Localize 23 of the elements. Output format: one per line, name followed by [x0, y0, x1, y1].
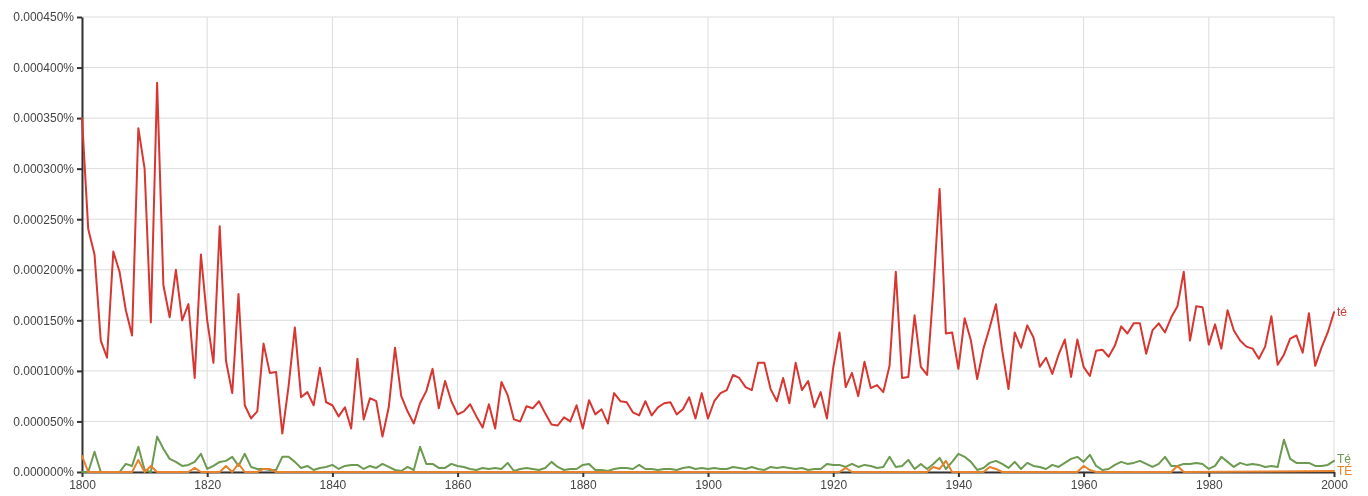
x-tick-label: 1880 [569, 477, 597, 492]
x-tick-label: 1820 [194, 477, 222, 492]
line-series [81, 81, 1335, 438]
x-tick-label: 1920 [820, 477, 848, 492]
x-tick-label: 1800 [69, 477, 97, 492]
x-tick-label: 1840 [319, 477, 347, 492]
y-tick-label: 0.000250% [13, 212, 75, 227]
y-tick-label: 0.000050% [13, 414, 75, 429]
x-tick-label: 1960 [1070, 477, 1098, 492]
x-tick-label: 1900 [695, 477, 723, 492]
y-tick-label: 0.000150% [13, 313, 75, 328]
x-tick-label: 1980 [1195, 477, 1223, 492]
y-tick-label: 0.000100% [13, 364, 75, 379]
y-tick-label: 0.000450% [13, 10, 75, 25]
x-tick-label: 1860 [444, 477, 472, 492]
y-tick-label: 0.000200% [13, 263, 75, 278]
y-tick-label: 0.000300% [13, 162, 75, 177]
y-tick-label: 0.000400% [13, 60, 75, 75]
series-label: té [1337, 305, 1348, 320]
x-tick-label: 2000 [1321, 477, 1349, 492]
y-tick-label: 0.000350% [13, 111, 75, 126]
y-tick-label: 0.000000% [13, 465, 75, 480]
x-tick-label: 1940 [945, 477, 973, 492]
